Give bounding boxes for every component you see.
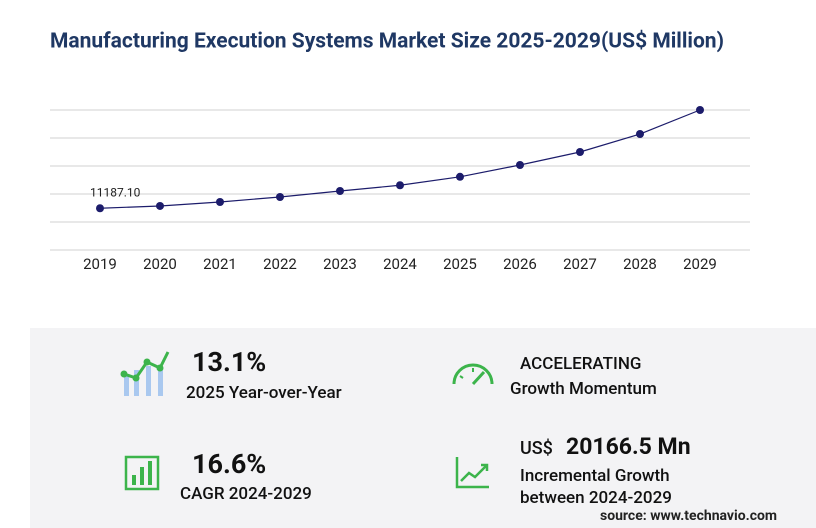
- point: [156, 201, 164, 210]
- line: [99, 109, 701, 209]
- incremental-label-2: between 2024-2029: [520, 488, 672, 508]
- x-tick-label: 2021: [203, 255, 237, 273]
- chart: Manufacturing Execution Systems Market S…: [50, 30, 750, 273]
- cagr-value: 16.6%: [192, 448, 267, 480]
- point: [96, 204, 104, 213]
- momentum-label: Growth Momentum: [510, 379, 657, 399]
- yoy-label: 2025 Year-over-Year: [186, 383, 342, 403]
- point: [396, 181, 404, 190]
- gauge-icon: [452, 363, 494, 386]
- point: [576, 148, 584, 156]
- yoy-icon: [120, 351, 170, 396]
- x-tick-label: 2022: [263, 255, 297, 273]
- x-tick-label: 2020: [143, 255, 177, 273]
- growth-icon: [455, 457, 489, 489]
- x-tick-label: 2027: [563, 255, 597, 273]
- cagr-icon: [124, 455, 160, 491]
- x-tick-label: 2024: [383, 255, 417, 273]
- x-tick-label: 2028: [623, 255, 657, 273]
- point: [456, 172, 464, 181]
- stats-panel: [30, 328, 816, 528]
- incremental-prefix: US$: [520, 438, 553, 459]
- x-tick-label: 2029: [683, 255, 717, 273]
- chart-title: Manufacturing Execution Systems Market S…: [50, 30, 724, 54]
- x-tick-label: 2026: [503, 255, 537, 273]
- point: [516, 160, 524, 169]
- point: [276, 192, 284, 201]
- data-label: 11187.10: [90, 185, 141, 199]
- x-tick-label: 2019: [83, 255, 117, 273]
- incremental-value: 20166.5 Mn: [566, 433, 691, 460]
- point: [696, 106, 704, 114]
- cagr-label: CAGR 2024-2029: [180, 484, 312, 504]
- yoy-value: 13.1%: [192, 346, 267, 378]
- point: [336, 187, 344, 196]
- x-tick-label: 2023: [323, 255, 357, 273]
- x-tick-label: 2025: [443, 255, 477, 273]
- momentum-value: ACCELERATING: [520, 354, 642, 374]
- source: source: www.technavio.com: [600, 508, 778, 524]
- point: [216, 197, 224, 206]
- point: [636, 130, 644, 139]
- incremental-label: Incremental Growth: [520, 466, 670, 486]
